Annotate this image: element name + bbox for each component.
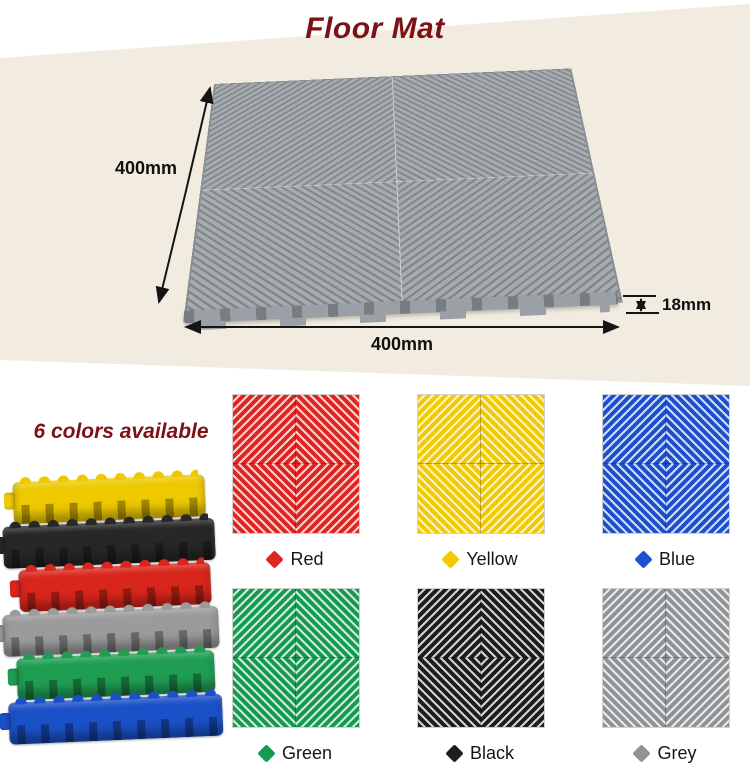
swatch-label-yellow: Yellow — [466, 548, 518, 569]
swatch-grid: Red Yellow Blue — [232, 394, 730, 765]
black-diamond-icon — [445, 743, 464, 763]
thickness-dimension-label: 18mm — [662, 295, 712, 314]
swatch-tile-blue — [602, 394, 730, 534]
page-title: Floor Mat — [305, 12, 445, 45]
colors-heading: 6 colors available — [33, 420, 209, 443]
swatch-tile-grey — [602, 588, 730, 728]
swatch-label-red: Red — [290, 548, 324, 569]
swatch-cell-blue: Blue — [602, 394, 730, 571]
height-dimension-label: 400mm — [114, 158, 178, 178]
swatch-cell-black: Black — [417, 588, 545, 765]
tile-stack — [0, 473, 238, 747]
swatch-label-green: Green — [281, 742, 333, 763]
grey-diamond-icon — [632, 743, 652, 763]
swatch-tile-black — [417, 588, 545, 728]
swatch-cell-grey: Grey — [602, 588, 730, 765]
blue-diamond-icon — [634, 549, 653, 569]
swatch-tile-green — [232, 588, 360, 728]
red-diamond-icon — [265, 549, 285, 569]
swatch-label-grey: Grey — [657, 742, 697, 763]
swatch-cell-yellow: Yellow — [417, 394, 545, 571]
swatch-tile-yellow — [417, 394, 545, 534]
swatch-tile-red — [232, 394, 360, 534]
swatch-label-blue: Blue — [658, 548, 696, 569]
green-diamond-icon — [257, 743, 276, 763]
swatch-cell-green: Green — [232, 588, 360, 765]
swatch-label-black: Black — [469, 742, 514, 763]
width-dimension-label: 400mm — [370, 334, 434, 354]
stack-tile-layer — [7, 693, 224, 745]
swatch-cell-red: Red — [232, 394, 360, 571]
yellow-diamond-icon — [441, 549, 461, 569]
